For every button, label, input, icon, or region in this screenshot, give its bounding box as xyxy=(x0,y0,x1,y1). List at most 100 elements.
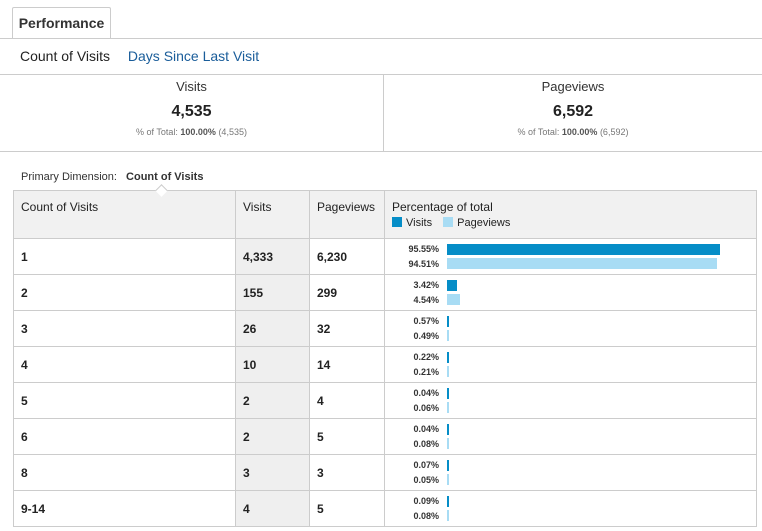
visits-bar xyxy=(447,387,449,399)
table-row: 4 10 14 0.22% 0.21% xyxy=(13,346,757,383)
cell-pageviews: 32 xyxy=(309,310,385,347)
primary-dimension-value[interactable]: Count of Visits xyxy=(126,171,204,183)
tab-bar: Performance xyxy=(0,0,762,39)
pageviews-percent: 0.08% xyxy=(413,438,439,449)
visits-percent: 0.07% xyxy=(413,459,439,470)
visits-percent: 0.04% xyxy=(413,423,439,434)
visits-percent: 0.57% xyxy=(413,315,439,326)
cell-percentage: 3.42% 4.54% xyxy=(384,274,757,311)
header-percentage-label: Percentage of total xyxy=(392,200,493,214)
summary-value: 4,535 xyxy=(171,103,212,120)
cell-visits: 10 xyxy=(235,346,310,383)
pageviews-bar xyxy=(447,329,449,341)
subtab-count-of-visits[interactable]: Count of Visits xyxy=(20,48,111,64)
percentage-bars: 0.04% 0.06% xyxy=(385,384,756,418)
legend-visits: Visits xyxy=(392,217,432,229)
pct-label: % of Total: xyxy=(517,127,560,137)
cell-count-of-visits: 1 xyxy=(13,238,236,275)
cell-percentage: 0.04% 0.08% xyxy=(384,418,757,455)
percentage-bars: 0.22% 0.21% xyxy=(385,348,756,382)
pageviews-bar xyxy=(447,509,449,521)
percentage-bars: 3.42% 4.54% xyxy=(385,276,756,310)
cell-pageviews: 3 xyxy=(309,454,385,491)
pct-count: (6,592) xyxy=(599,127,629,137)
legend-label: Pageviews xyxy=(457,217,511,229)
header-count-of-visits[interactable]: Count of Visits xyxy=(13,190,236,239)
cell-pageviews: 6,230 xyxy=(309,238,385,275)
cell-count-of-visits: 9-14 xyxy=(13,490,236,527)
table-row: 1 4,333 6,230 95.55% 94.51% xyxy=(13,238,757,275)
visits-bar xyxy=(447,459,449,471)
percentage-bars: 0.09% 0.08% xyxy=(385,492,756,526)
header-visits[interactable]: Visits xyxy=(235,190,310,239)
legend: Visits Pageviews xyxy=(392,217,756,229)
cell-pageviews: 5 xyxy=(309,418,385,455)
data-table: Count of Visits Visits Pageviews Percent… xyxy=(13,190,757,527)
pageviews-percent: 0.21% xyxy=(413,366,439,377)
pct-value: 100.00% xyxy=(180,127,216,137)
pageviews-percent: 0.08% xyxy=(413,510,439,521)
pageviews-bar xyxy=(447,437,449,449)
legend-label: Visits xyxy=(406,217,433,229)
cell-visits: 2 xyxy=(235,418,310,455)
pageviews-bar xyxy=(447,293,460,305)
pageviews-percent: 0.06% xyxy=(413,402,439,413)
cell-count-of-visits: 2 xyxy=(13,274,236,311)
header-pageviews[interactable]: Pageviews xyxy=(309,190,385,239)
header-percentage: Percentage of total Visits Pageviews xyxy=(384,190,757,239)
percentage-bars: 0.04% 0.08% xyxy=(385,420,756,454)
legend-swatch-pageviews xyxy=(443,217,454,227)
cell-visits: 4 xyxy=(235,490,310,527)
pageviews-percent: 4.54% xyxy=(413,294,439,305)
summary-label: Pageviews xyxy=(541,79,605,94)
summary-label: Visits xyxy=(176,79,207,94)
pageviews-bar xyxy=(447,365,449,377)
table-row: 2 155 299 3.42% 4.54% xyxy=(13,274,757,311)
visits-bar xyxy=(447,495,449,507)
summary-card-visits: Visits 4,535 % of Total: 100.00% (4,535) xyxy=(0,75,384,151)
legend-swatch-visits xyxy=(392,217,402,227)
pageviews-percent: 0.49% xyxy=(413,330,439,341)
cell-percentage: 0.22% 0.21% xyxy=(384,346,757,383)
tab-performance[interactable]: Performance xyxy=(12,7,111,38)
cell-percentage: 0.07% 0.05% xyxy=(384,454,757,491)
cell-pageviews: 5 xyxy=(309,490,385,527)
primary-dimension: Primary Dimension: Count of Visits xyxy=(21,171,203,183)
subtab-days-since-last-visit[interactable]: Days Since Last Visit xyxy=(127,48,260,64)
visits-bar xyxy=(447,279,457,291)
pageviews-bar xyxy=(447,401,449,413)
pageviews-bar xyxy=(447,473,449,485)
visits-bar xyxy=(447,351,449,363)
cell-pageviews: 299 xyxy=(309,274,385,311)
percentage-bars: 95.55% 94.51% xyxy=(385,240,756,274)
cell-percentage: 95.55% 94.51% xyxy=(384,238,757,275)
cell-count-of-visits: 3 xyxy=(13,310,236,347)
cell-count-of-visits: 5 xyxy=(13,382,236,419)
cell-visits: 26 xyxy=(235,310,310,347)
cell-count-of-visits: 6 xyxy=(13,418,236,455)
cell-percentage: 0.57% 0.49% xyxy=(384,310,757,347)
summary-value: 6,592 xyxy=(552,103,594,120)
table-row: 8 3 3 0.07% 0.05% xyxy=(13,454,757,491)
visits-bar xyxy=(447,243,721,255)
cell-visits: 2 xyxy=(235,382,310,419)
pageviews-bar xyxy=(447,257,718,269)
legend-pageviews: Pageviews xyxy=(443,217,510,229)
visits-bar xyxy=(447,423,449,435)
pct-label: % of Total: xyxy=(136,127,178,137)
cell-count-of-visits: 4 xyxy=(13,346,236,383)
visits-percent: 95.55% xyxy=(408,243,439,254)
pageviews-percent: 0.05% xyxy=(413,474,439,485)
table-row: 5 2 4 0.04% 0.06% xyxy=(13,382,757,419)
percentage-bars: 0.57% 0.49% xyxy=(385,312,756,346)
table-row: 3 26 32 0.57% 0.49% xyxy=(13,310,757,347)
cell-percentage: 0.09% 0.08% xyxy=(384,490,757,527)
pct-count: (4,535) xyxy=(218,127,247,137)
summary-percent: % of Total: 100.00% (4,535) xyxy=(0,127,383,137)
percentage-bars: 0.07% 0.05% xyxy=(385,456,756,490)
subtab-bar: Count of Visits Days Since Last Visit xyxy=(20,48,273,64)
summary-panel: Visits 4,535 % of Total: 100.00% (4,535)… xyxy=(0,74,762,152)
table-row: 9-14 4 5 0.09% 0.08% xyxy=(13,490,757,527)
cell-pageviews: 4 xyxy=(309,382,385,419)
summary-card-pageviews: Pageviews 6,592 % of Total: 100.00% (6,5… xyxy=(384,75,762,151)
